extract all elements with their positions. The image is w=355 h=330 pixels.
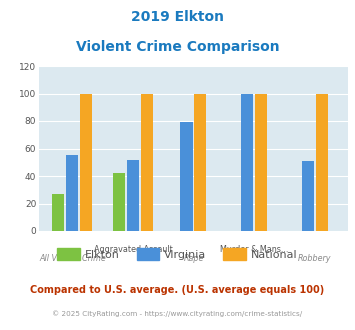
Text: Aggravated Assault: Aggravated Assault (93, 245, 172, 254)
Bar (113, 173, 125, 231)
Text: All Violent Crime: All Violent Crime (39, 254, 106, 263)
Bar (53, 194, 65, 231)
Bar (195, 93, 207, 231)
Text: Rape: Rape (183, 254, 204, 263)
Legend: Elkton, Virginia, National: Elkton, Virginia, National (53, 244, 302, 264)
Text: Violent Crime Comparison: Violent Crime Comparison (76, 40, 279, 53)
Bar (316, 93, 328, 231)
Text: © 2025 CityRating.com - https://www.cityrating.com/crime-statistics/: © 2025 CityRating.com - https://www.city… (53, 310, 302, 317)
Bar (80, 93, 92, 231)
Bar (141, 93, 153, 231)
Bar (255, 93, 267, 231)
Bar (66, 155, 78, 231)
Text: Murder & Mans...: Murder & Mans... (220, 245, 288, 254)
Text: 2019 Elkton: 2019 Elkton (131, 10, 224, 24)
Text: Robbery: Robbery (298, 254, 331, 263)
Bar (302, 161, 314, 231)
Bar (127, 159, 139, 231)
Text: Compared to U.S. average. (U.S. average equals 100): Compared to U.S. average. (U.S. average … (31, 285, 324, 295)
Bar (180, 122, 192, 231)
Bar (241, 93, 253, 231)
